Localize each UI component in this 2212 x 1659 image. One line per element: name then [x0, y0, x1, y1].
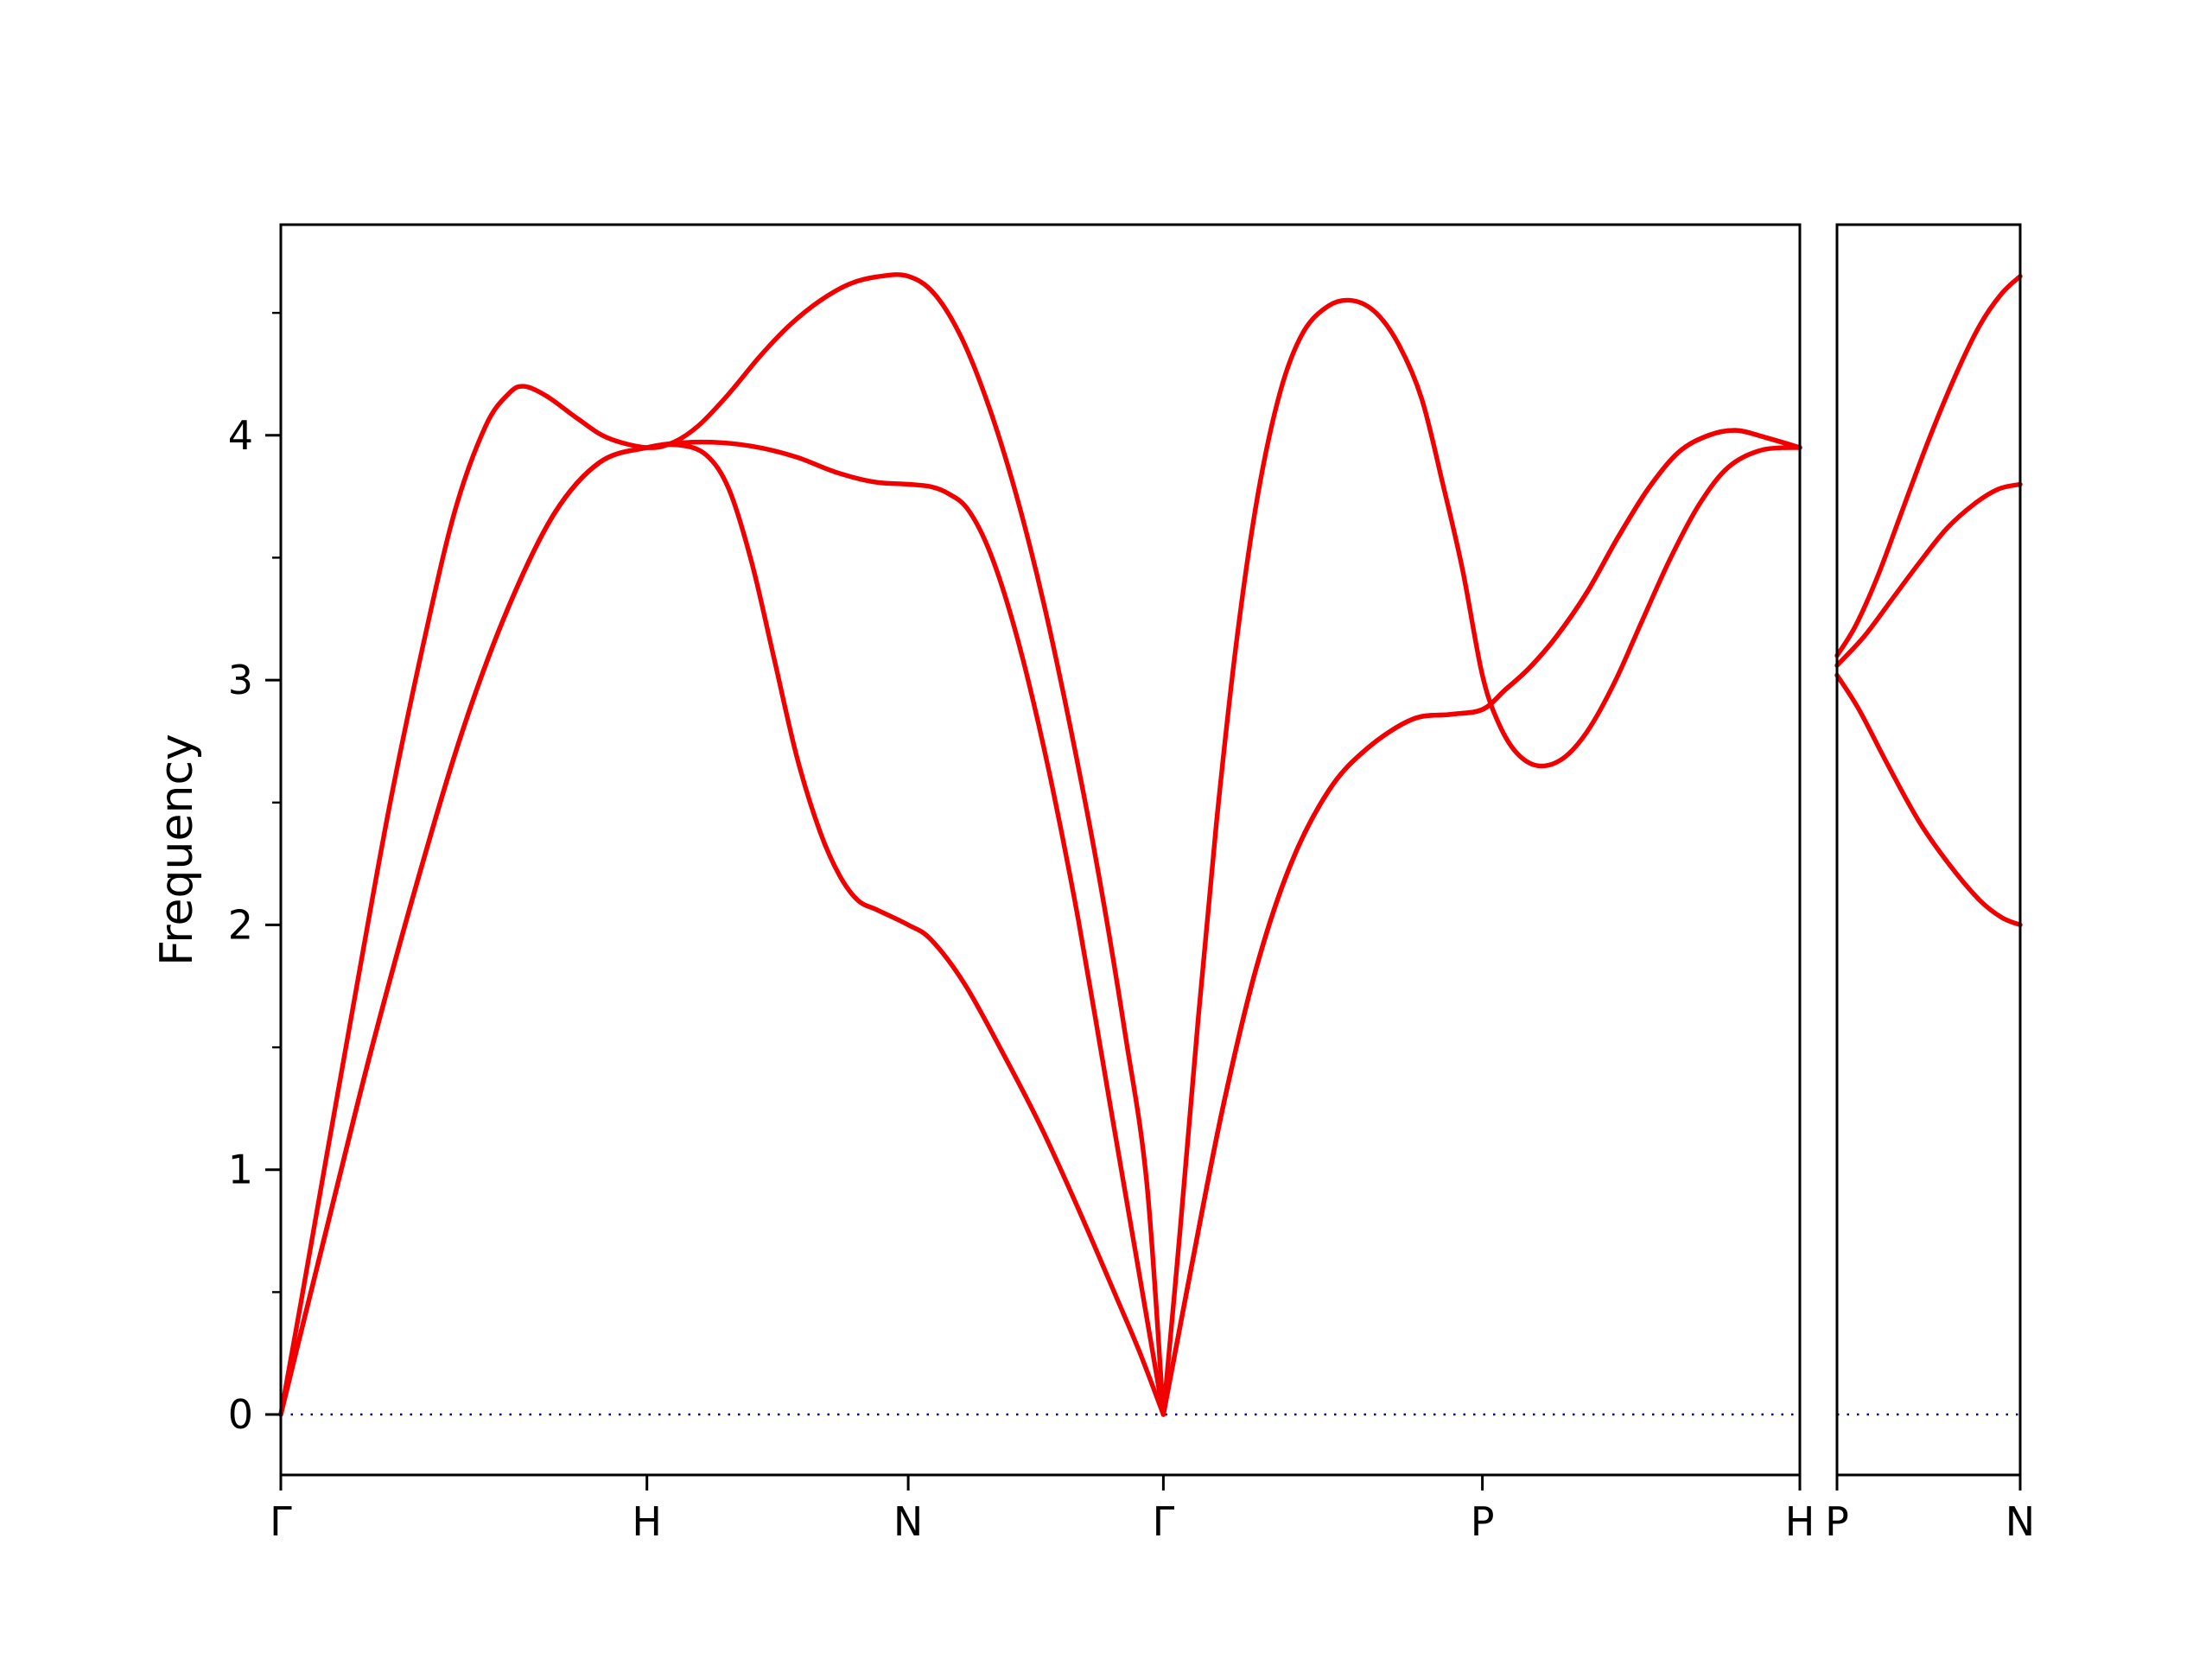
- panel-frame-main: [279, 223, 1802, 1477]
- x-tick-label-pn-1: N: [2005, 1498, 2035, 1545]
- y-tick-label-0: 0: [228, 1391, 253, 1438]
- pn-branch-lowest-curve: [1834, 672, 2023, 928]
- pn-branch-highest-curve: [1834, 274, 2023, 658]
- acoustic-branch-lowest-curve: [278, 428, 1802, 1417]
- x-tick-label-pn-0: P: [1825, 1498, 1849, 1545]
- y-axis-label: Frequency: [151, 734, 203, 966]
- x-tick-label-main-4: P: [1471, 1498, 1495, 1545]
- panel-frame-pn: [1835, 223, 2022, 1477]
- y-tick-label-1: 1: [228, 1147, 253, 1193]
- x-tick-label-main-0: Γ: [270, 1498, 292, 1545]
- x-tick-label-main-2: N: [893, 1498, 923, 1545]
- y-tick-label-4: 4: [228, 412, 253, 459]
- acoustic-branch-highest-curve: [278, 272, 1802, 1417]
- acoustic-branch-middle-curve: [278, 428, 1802, 1417]
- y-tick-label-3: 3: [228, 657, 253, 703]
- x-tick-label-main-3: Γ: [1153, 1498, 1175, 1545]
- pn-branch-middle-curve: [1834, 481, 2023, 668]
- x-tick-label-main-1: H: [632, 1498, 662, 1545]
- y-tick-label-2: 2: [228, 901, 253, 948]
- x-tick-label-main-5: H: [1785, 1498, 1815, 1545]
